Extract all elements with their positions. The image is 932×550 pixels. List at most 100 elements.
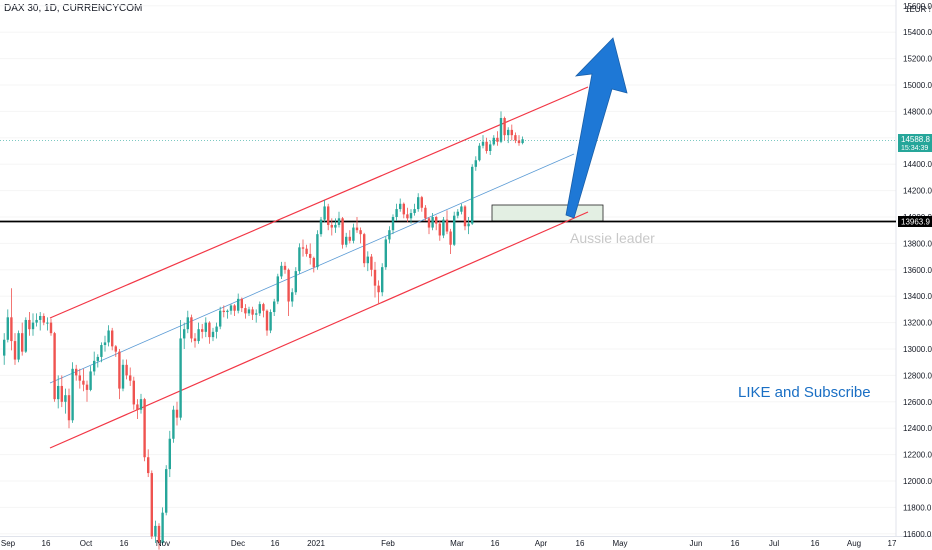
candle[interactable]: [269, 309, 272, 334]
candle[interactable]: [49, 318, 53, 336]
candle[interactable]: [438, 220, 441, 241]
candle[interactable]: [255, 309, 258, 323]
candle[interactable]: [384, 236, 387, 270]
candle[interactable]: [445, 210, 449, 235]
candle[interactable]: [237, 293, 240, 314]
candle[interactable]: [413, 203, 416, 216]
candle[interactable]: [377, 280, 380, 305]
candle[interactable]: [143, 397, 146, 462]
candle[interactable]: [283, 261, 287, 274]
candle[interactable]: [204, 317, 207, 338]
candle[interactable]: [478, 143, 481, 162]
candle[interactable]: [294, 267, 297, 295]
candle[interactable]: [456, 209, 459, 219]
bullish-arrow[interactable]: [565, 37, 628, 219]
candle[interactable]: [337, 211, 341, 228]
candle[interactable]: [409, 209, 413, 224]
candle[interactable]: [96, 354, 99, 368]
candle[interactable]: [150, 470, 153, 540]
candle[interactable]: [316, 230, 319, 270]
candle[interactable]: [467, 217, 470, 235]
candle[interactable]: [60, 375, 63, 408]
candle[interactable]: [78, 368, 81, 389]
candle[interactable]: [507, 127, 510, 144]
candle[interactable]: [334, 218, 337, 233]
candle[interactable]: [226, 309, 229, 319]
candle[interactable]: [75, 364, 78, 381]
candle[interactable]: [107, 325, 110, 347]
candle[interactable]: [183, 322, 186, 349]
candle[interactable]: [222, 305, 225, 318]
candle[interactable]: [305, 244, 308, 257]
candle[interactable]: [312, 256, 315, 273]
candle[interactable]: [373, 261, 377, 298]
candle[interactable]: [517, 135, 521, 146]
candle[interactable]: [6, 309, 9, 343]
candle[interactable]: [262, 302, 265, 318]
candle[interactable]: [103, 335, 107, 352]
candle[interactable]: [168, 430, 171, 478]
candle[interactable]: [161, 507, 164, 546]
candle[interactable]: [118, 349, 121, 400]
candle[interactable]: [453, 211, 456, 247]
candle[interactable]: [244, 304, 247, 319]
candle[interactable]: [251, 306, 254, 320]
candle[interactable]: [280, 261, 283, 280]
candle[interactable]: [499, 111, 503, 144]
candle[interactable]: [492, 135, 495, 146]
candle[interactable]: [100, 342, 103, 363]
channel-mid-line[interactable]: [49, 153, 575, 384]
candle[interactable]: [24, 317, 27, 353]
candle[interactable]: [474, 156, 477, 171]
candle[interactable]: [154, 520, 157, 544]
candle[interactable]: [193, 333, 197, 348]
candle[interactable]: [481, 135, 485, 149]
candle[interactable]: [28, 312, 31, 336]
candle[interactable]: [435, 215, 438, 231]
candle[interactable]: [366, 251, 369, 272]
candle[interactable]: [175, 401, 179, 426]
candle[interactable]: [485, 137, 488, 154]
candle[interactable]: [208, 321, 211, 344]
candle[interactable]: [10, 288, 13, 351]
candle[interactable]: [46, 317, 49, 331]
candle[interactable]: [420, 195, 423, 212]
candle[interactable]: [229, 304, 233, 315]
candle[interactable]: [291, 288, 294, 307]
candle[interactable]: [21, 322, 24, 356]
candle[interactable]: [190, 314, 193, 343]
candle[interactable]: [391, 214, 395, 235]
candle[interactable]: [496, 131, 499, 146]
candle[interactable]: [17, 330, 20, 363]
candle[interactable]: [345, 232, 348, 248]
candle[interactable]: [139, 393, 143, 414]
candle[interactable]: [240, 297, 243, 313]
candle[interactable]: [449, 228, 452, 254]
candle[interactable]: [406, 207, 409, 223]
candle[interactable]: [121, 359, 125, 392]
candle[interactable]: [3, 333, 6, 365]
candle[interactable]: [301, 239, 305, 257]
candle[interactable]: [319, 217, 323, 237]
candle[interactable]: [381, 263, 384, 297]
candle[interactable]: [39, 312, 42, 331]
candle[interactable]: [510, 124, 513, 141]
candle[interactable]: [431, 213, 434, 231]
candle[interactable]: [125, 359, 128, 380]
candle[interactable]: [64, 388, 67, 414]
candle[interactable]: [489, 140, 492, 155]
candle[interactable]: [427, 217, 431, 235]
candle[interactable]: [471, 164, 474, 225]
candle[interactable]: [417, 193, 420, 212]
candle[interactable]: [136, 399, 139, 419]
candle[interactable]: [298, 243, 301, 274]
candle[interactable]: [57, 375, 60, 409]
candle[interactable]: [424, 205, 427, 221]
candle[interactable]: [82, 368, 85, 392]
candle[interactable]: [463, 205, 467, 231]
candle[interactable]: [388, 226, 391, 244]
candle[interactable]: [276, 273, 279, 305]
candle[interactable]: [42, 313, 45, 326]
candle[interactable]: [359, 227, 362, 244]
candle[interactable]: [89, 366, 92, 392]
